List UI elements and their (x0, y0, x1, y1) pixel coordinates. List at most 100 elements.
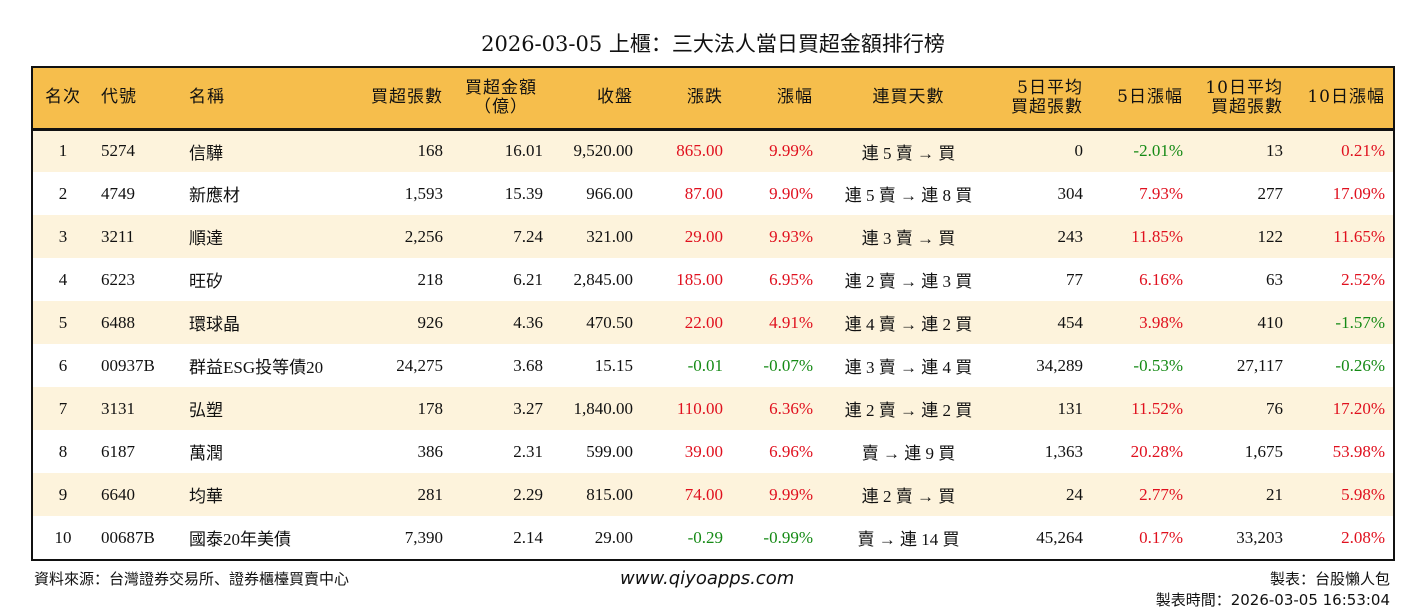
table-row: 7 3131 弘塑 178 3.27 1,840.00 110.00 6.36% 連 2 賣 →… (33, 387, 1393, 430)
cell-buy-amount: 7.24 (513, 226, 543, 246)
cell-pct5: 0.17% (1139, 527, 1183, 547)
cell-code: 6223 (101, 269, 135, 289)
header-text: 連買天數 (872, 87, 945, 108)
header-text: 名次 (45, 87, 81, 108)
cell-avg5-volume: 243 (1057, 226, 1084, 246)
cell-rank: 2 (58, 183, 68, 203)
cell-avg10-volume: 122 (1257, 226, 1284, 246)
cell-pct10: 17.20% (1332, 398, 1385, 418)
table-row: 10 00687B 國泰20年美債 7,390 2.14 29.00 -0.29 -0.99%… (33, 516, 1393, 559)
cell-change: -0.01 (687, 355, 723, 375)
cell-code: 00687B (101, 527, 155, 547)
cell-avg5-volume: 1,363 (1044, 441, 1083, 461)
header-text: 買超張數 (1011, 96, 1083, 117)
table-row: 1 5274 信驊 168 16.01 9,520.00 865.00 9.99% 連 5 賣 … (33, 129, 1393, 172)
cell-pct10: 2.52% (1341, 269, 1385, 289)
cell-rank: 10 (54, 527, 72, 547)
header-pct10: 10日漲幅 (1291, 68, 1393, 129)
cell-buy-volume: 178 (417, 398, 444, 418)
header-text: 5日平均 (1017, 77, 1083, 98)
cell-rank: 6 (58, 355, 68, 375)
cell-pct10: 5.98% (1341, 484, 1385, 504)
cell-pct10: -1.57% (1335, 312, 1385, 332)
cell-streak: 連 5 賣 → 買 (861, 143, 956, 163)
cell-pct5: 7.93% (1139, 183, 1183, 203)
cell-streak: 連 2 賣 → 買 (861, 487, 956, 506)
cell-avg10-volume: 33,203 (1236, 527, 1283, 547)
cell-streak: 連 4 賣 → 連 2 買 (844, 315, 973, 334)
cell-streak: 連 2 賣 → 連 3 買 (844, 272, 973, 291)
cell-close: 2,845.00 (573, 269, 634, 289)
cell-rank: 8 (58, 441, 68, 461)
cell-avg10-volume: 76 (1266, 398, 1283, 418)
cell-change-pct: 9.93% (769, 226, 813, 246)
cell-pct10: -0.26% (1335, 355, 1385, 375)
cell-buy-volume: 168 (417, 141, 444, 161)
header-change-pct: 漲幅 (731, 68, 821, 129)
cell-change: 185.00 (676, 269, 723, 289)
cell-avg10-volume: 410 (1257, 312, 1284, 332)
generated-time: 製表時間：2026-03-05 16:53:04 (1155, 591, 1390, 609)
cell-streak: 連 3 賣 → 連 4 買 (844, 358, 973, 377)
cell-pct5: 6.16% (1139, 269, 1183, 289)
cell-buy-volume: 2,256 (404, 226, 443, 246)
cell-avg10-volume: 27,117 (1236, 355, 1283, 375)
cell-buy-amount: 2.31 (513, 441, 543, 461)
header-text: 10日漲幅 (1307, 87, 1385, 108)
header-text: 5日漲幅 (1117, 87, 1183, 108)
cell-streak: 連 2 賣 → 連 2 買 (844, 401, 973, 420)
cell-name: 群益ESG投等債20 (189, 358, 324, 377)
table-row: 3 3211 順達 2,256 7.24 321.00 29.00 9.93% 連 3 賣 → … (33, 215, 1393, 258)
cell-change: 39.00 (684, 441, 723, 461)
table-row: 8 6187 萬潤 386 2.31 599.00 39.00 6.96% 賣 → 連 9 買 1… (33, 430, 1393, 473)
cell-rank: 1 (58, 141, 68, 161)
cell-rank: 3 (58, 226, 68, 246)
cell-avg10-volume: 277 (1257, 183, 1284, 203)
cell-rank: 4 (58, 269, 68, 289)
cell-rank: 5 (58, 312, 68, 332)
cell-code: 6640 (101, 484, 135, 504)
cell-buy-volume: 1,593 (404, 183, 443, 203)
cell-change: -0.29 (687, 527, 723, 547)
header-pct5: 5日漲幅 (1091, 68, 1191, 129)
data-source: 資料來源：台灣證券交易所、證券櫃檯買賣中心 (34, 570, 350, 588)
header-text: 買超金額 (465, 77, 537, 98)
cell-buy-volume: 7,390 (404, 527, 443, 547)
cell-avg5-volume: 45,264 (1036, 527, 1083, 547)
cell-close: 815.00 (586, 484, 633, 504)
cell-name: 萬潤 (189, 444, 223, 463)
cell-buy-amount: 2.14 (513, 527, 543, 547)
cell-code: 3131 (101, 398, 135, 418)
table-header: 名次 代號 名稱 買超張數 買超金額 （億） 收盤 漲跌 漲幅 連買天數 5日平均 買超張數 5日漲幅 1… (33, 68, 1393, 129)
cell-streak: 賣 → 連 9 買 (861, 444, 956, 463)
cell-code: 3211 (101, 226, 135, 246)
cell-buy-volume: 218 (417, 269, 444, 289)
cell-streak: 連 5 賣 → 連 8 買 (844, 186, 973, 205)
cell-avg10-volume: 21 (1266, 484, 1283, 504)
table-row: 5 6488 環球晶 926 4.36 470.50 22.00 4.91% 連 4 賣 → 連… (33, 301, 1393, 344)
cell-buy-amount: 4.36 (513, 312, 543, 332)
cell-change: 865.00 (676, 141, 723, 161)
website-link[interactable]: www.qiyoapps.com (620, 568, 795, 589)
cell-name: 新應材 (189, 186, 240, 205)
cell-change-pct: -0.07% (763, 355, 813, 375)
cell-rank: 7 (58, 398, 68, 418)
cell-pct5: -2.01% (1133, 141, 1183, 161)
cell-pct10: 0.21% (1341, 141, 1385, 161)
cell-avg5-volume: 0 (1074, 141, 1084, 161)
cell-pct5: 2.77% (1139, 484, 1183, 504)
cell-code: 5274 (101, 141, 135, 161)
header-text: 代號 (101, 87, 137, 108)
cell-change-pct: 6.36% (769, 398, 813, 418)
header-avg5-volume: 5日平均 買超張數 (996, 68, 1091, 129)
cell-change-pct: 6.96% (769, 441, 813, 461)
cell-buy-amount: 15.39 (504, 183, 543, 203)
header-change: 漲跌 (641, 68, 731, 129)
cell-name: 順達 (189, 229, 223, 248)
cell-change: 29.00 (684, 226, 723, 246)
cell-avg5-volume: 304 (1057, 183, 1084, 203)
cell-buy-amount: 3.68 (513, 355, 543, 375)
cell-name: 均華 (189, 487, 223, 506)
cell-change-pct: 4.91% (769, 312, 813, 332)
header-name: 名稱 (181, 68, 351, 129)
